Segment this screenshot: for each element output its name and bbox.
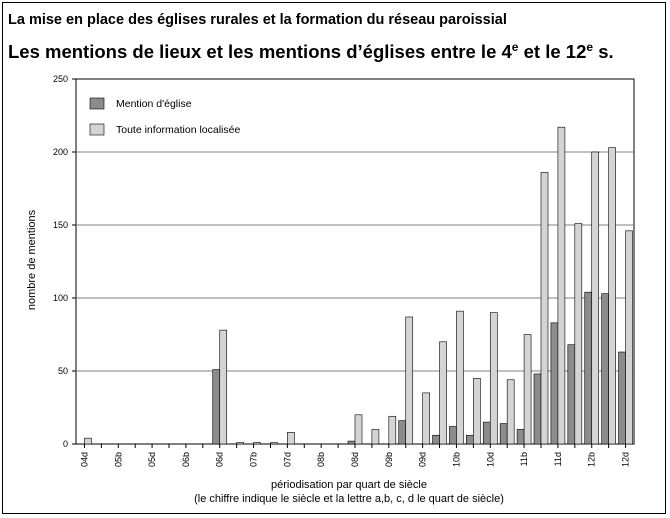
bar-toute (591, 151, 600, 445)
bar-eglise (432, 434, 440, 445)
y-tick-label: 150 (53, 220, 68, 230)
x-axis-label: périodisation par quart de siècle (271, 479, 427, 491)
bar-eglise (347, 440, 356, 445)
bar-eglise (212, 369, 221, 445)
y-tick-label: 250 (53, 74, 68, 84)
bar-toute (422, 392, 430, 445)
chart-title: Les mentions de lieux et les mentions d’… (8, 40, 614, 63)
bar-eglise (449, 426, 457, 445)
bar-eglise (601, 293, 609, 445)
x-tick-label: 12d (621, 452, 631, 467)
bar-toute (523, 334, 532, 445)
bar-eglise (567, 344, 576, 445)
x-tick-labels: 04d 05b 05d 06b 06d 07b 07d 08b 08d 09b 09d 10b 10d 1… (79, 444, 631, 467)
bar-toute (371, 429, 380, 445)
x-tick-label: 04d (79, 452, 89, 467)
bar-eglise (533, 373, 542, 445)
x-tick-label: 06b (181, 452, 191, 467)
title-sup-2: e (586, 40, 594, 54)
bar-toute (354, 414, 363, 445)
title-text-2: et le 12 (518, 41, 587, 63)
bar-toute (439, 341, 447, 445)
bar-eglise (550, 322, 559, 445)
bar-toute (625, 230, 633, 445)
title-text-3: s. (593, 41, 614, 63)
x-tick-label: 12b (587, 452, 597, 467)
bar-toute (608, 147, 616, 445)
bar-toute (574, 223, 583, 445)
bars (84, 126, 633, 445)
chart-suptitle: La mise en place des églises rurales et … (8, 12, 507, 28)
legend: Mention d'église Toute information locali… (89, 97, 240, 136)
y-tick-label: 50 (58, 366, 68, 376)
bar-toute (540, 172, 549, 445)
y-axis-label: nombre de mentions (26, 209, 38, 310)
bar-toute (506, 379, 515, 445)
x-tick-label: 09b (384, 452, 394, 467)
x-tick-label: 11d (553, 452, 563, 466)
bar-eglise (499, 423, 508, 445)
y-tick-label: 0 (63, 439, 68, 449)
y-tick-label: 200 (53, 147, 68, 157)
chart-frame (2, 2, 666, 514)
bar-toute (473, 377, 481, 445)
bar-toute (253, 442, 261, 445)
x-tick-label: 08d (350, 452, 360, 467)
y-tick-label: 100 (53, 293, 68, 303)
legend-label-eglise: Mention d'église (116, 98, 192, 110)
bar-eglise (516, 429, 525, 445)
bar-eglise (398, 420, 407, 445)
bar-eglise (584, 291, 593, 445)
x-tick-label: 05b (113, 452, 123, 467)
bar-toute (84, 437, 92, 445)
x-tick-label: 07b (249, 452, 259, 467)
bar-eglise (618, 351, 626, 445)
bar-eglise (482, 421, 491, 445)
title-text-1: Les mentions de lieux et les mentions d’… (8, 41, 512, 63)
x-tick-label: 11b (519, 452, 529, 466)
legend-swatch-toute (89, 123, 105, 136)
x-tick-label: 10d (485, 452, 495, 467)
legend-label-toute: Toute information localisée (116, 124, 240, 136)
title-sup-1: e (511, 40, 519, 54)
x-tick-label: 06d (215, 452, 225, 467)
x-tick-label: 09d (418, 452, 428, 467)
bar-toute (489, 312, 498, 445)
bar-toute (456, 310, 464, 445)
bar-eglise (466, 434, 474, 445)
bar-toute (236, 442, 244, 445)
legend-swatch-eglise (89, 97, 105, 110)
x-tick-label: 07d (282, 452, 292, 467)
x-tick-label: 08b (316, 452, 326, 467)
y-tick-labels: 0 50 100 150 200 250 (53, 74, 68, 449)
x-tick-label: 05d (147, 452, 157, 467)
bar-toute (405, 316, 414, 445)
bar-toute (557, 126, 566, 445)
bar-toute (388, 415, 397, 445)
bar-toute (287, 432, 295, 445)
x-axis-note: (le chiffre indique le siècle et la lett… (194, 493, 504, 505)
bar-toute (270, 442, 278, 445)
bar-toute (219, 329, 228, 445)
x-tick-label: 10b (451, 452, 461, 467)
